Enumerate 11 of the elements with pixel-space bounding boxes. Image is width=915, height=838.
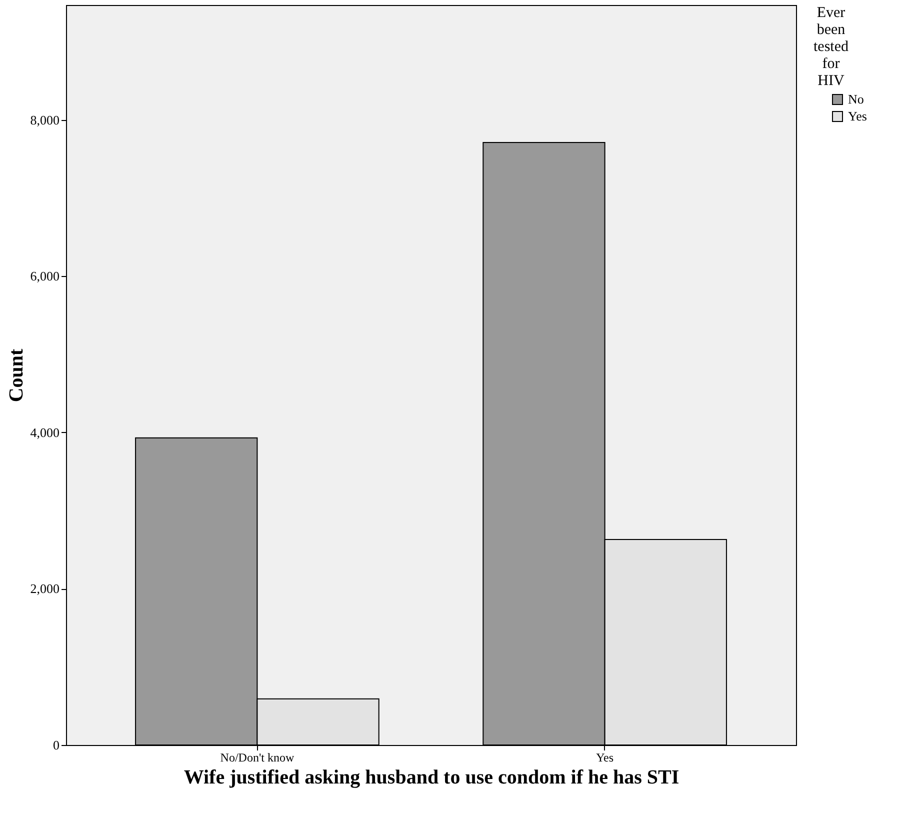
x-axis-title: Wife justified asking husband to use condom if he has STI xyxy=(184,766,680,788)
y-tick-label: 0 xyxy=(53,738,60,752)
y-tick-label: 2,000 xyxy=(30,581,60,596)
x-tick-label: No/Don't know xyxy=(220,750,294,764)
y-tick-label: 6,000 xyxy=(30,268,60,284)
legend-label: Yes xyxy=(848,108,867,124)
legend-label: No xyxy=(848,92,864,106)
y-tick-label: 4,000 xyxy=(30,424,60,440)
legend-title: Ever been tested for HIV xyxy=(814,5,849,89)
y-axis-title: Count xyxy=(5,348,28,402)
y-tick-label: 8,000 xyxy=(30,112,60,128)
